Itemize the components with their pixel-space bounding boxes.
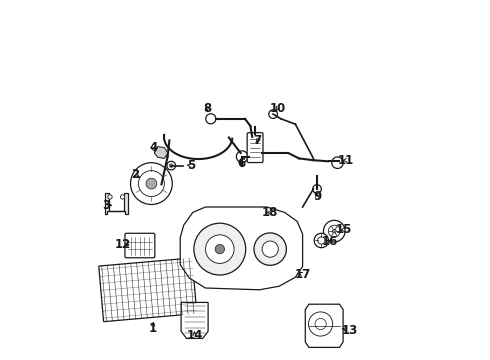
Circle shape	[269, 110, 277, 118]
Text: 5: 5	[187, 159, 195, 172]
Text: 16: 16	[321, 235, 338, 248]
Text: 9: 9	[313, 190, 321, 203]
Circle shape	[323, 220, 345, 242]
Text: 4: 4	[149, 141, 157, 154]
Polygon shape	[180, 207, 303, 290]
Circle shape	[332, 157, 343, 168]
Text: 18: 18	[261, 206, 278, 219]
Text: 8: 8	[203, 102, 211, 114]
Text: 6: 6	[237, 157, 245, 170]
Text: 17: 17	[294, 268, 311, 281]
Circle shape	[236, 151, 248, 162]
Text: 13: 13	[341, 324, 358, 337]
Text: 2: 2	[131, 168, 139, 181]
Polygon shape	[154, 147, 168, 158]
Text: 3: 3	[102, 199, 110, 212]
Text: 14: 14	[186, 329, 203, 342]
Polygon shape	[104, 193, 128, 214]
Polygon shape	[99, 258, 197, 322]
Circle shape	[194, 223, 245, 275]
Circle shape	[170, 164, 173, 167]
FancyBboxPatch shape	[247, 133, 263, 163]
Text: 15: 15	[336, 223, 352, 236]
Circle shape	[206, 114, 216, 124]
Circle shape	[146, 178, 157, 189]
Circle shape	[130, 163, 172, 204]
Text: 7: 7	[253, 134, 262, 147]
Circle shape	[121, 195, 125, 199]
Circle shape	[215, 244, 224, 254]
Text: 10: 10	[270, 102, 286, 114]
Circle shape	[167, 161, 175, 170]
Text: 11: 11	[338, 154, 354, 167]
Circle shape	[332, 229, 336, 233]
Circle shape	[108, 195, 112, 199]
Circle shape	[254, 233, 286, 265]
Circle shape	[205, 235, 234, 264]
Polygon shape	[305, 304, 343, 347]
Circle shape	[313, 185, 321, 193]
Polygon shape	[181, 302, 208, 338]
Circle shape	[262, 241, 278, 257]
Circle shape	[314, 233, 328, 248]
Text: 1: 1	[149, 322, 157, 335]
Text: 12: 12	[115, 238, 131, 251]
FancyBboxPatch shape	[125, 233, 155, 258]
